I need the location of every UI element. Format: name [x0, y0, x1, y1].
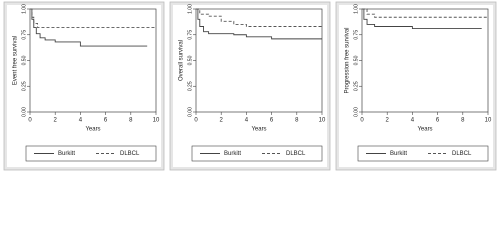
y-tick-label: 1.00: [187, 4, 193, 14]
y-tick-label: 0.75: [21, 30, 27, 40]
y-tick-label: 0.25: [21, 81, 27, 91]
y-tick-label: 0.75: [187, 30, 193, 40]
x-tick-label: 8: [295, 118, 299, 124]
x-tick-label: 8: [461, 118, 465, 124]
plot-area: [195, 8, 323, 113]
plot-area: [29, 8, 157, 113]
y-tick-label: 0.00: [21, 107, 27, 117]
legend-label: DLBCL: [286, 151, 306, 157]
x-axis-label: Years: [85, 127, 100, 133]
figure: 0.00 0.25 0.50 0.75 1.00 0 2 4 6 8 10 Years Event fr…: [3, 1, 497, 171]
y-tick-label: 1.00: [21, 4, 27, 14]
x-tick-label: 0: [28, 118, 32, 124]
x-tick-label: 10: [153, 118, 160, 124]
y-tick-label: 0.50: [187, 55, 193, 65]
x-tick-label: 2: [220, 118, 224, 124]
x-tick-label: 10: [485, 118, 492, 124]
legend-label: Burkitt: [58, 151, 75, 157]
survival-curve: [30, 8, 148, 47]
y-axis-label: Event free survival: [13, 36, 19, 85]
y-tick-label: 0.25: [353, 81, 359, 91]
x-tick-label: 4: [79, 118, 83, 124]
legend-label: Burkitt: [224, 151, 241, 157]
y-axis-label: Progression free survival: [345, 27, 351, 93]
y-tick-label: 1.00: [353, 4, 359, 14]
legend-label: DLBCL: [452, 151, 472, 157]
legend-label: DLBCL: [120, 151, 140, 157]
y-tick-label: 0.50: [21, 55, 27, 65]
y-tick-label: 0.00: [353, 107, 359, 117]
x-tick-label: 0: [360, 118, 364, 124]
x-tick-label: 4: [245, 118, 249, 124]
x-tick-label: 2: [386, 118, 390, 124]
plot-area: [361, 8, 489, 113]
x-tick-label: 0: [194, 118, 198, 124]
legend-label: Burkitt: [390, 151, 407, 157]
survival-curve: [362, 8, 482, 30]
survival-curve: [196, 8, 322, 27]
x-tick-label: 8: [129, 118, 133, 124]
y-tick-label: 0.75: [353, 30, 359, 40]
x-tick-label: 10: [319, 118, 326, 124]
x-tick-label: 6: [104, 118, 108, 124]
x-axis-label: Years: [251, 127, 266, 133]
y-tick-label: 0.50: [353, 55, 359, 65]
x-tick-label: 6: [270, 118, 274, 124]
y-axis-label: Overall survival: [179, 40, 185, 81]
survival-curve: [196, 8, 322, 40]
x-tick-label: 6: [436, 118, 440, 124]
legend: [191, 145, 323, 162]
y-tick-label: 0.25: [187, 81, 193, 91]
legend: [357, 145, 489, 162]
survival-curve: [30, 8, 156, 28]
legend: [25, 145, 157, 162]
x-tick-label: 4: [411, 118, 415, 124]
x-axis-label: Years: [417, 127, 432, 133]
y-tick-label: 0.00: [187, 107, 193, 117]
x-tick-label: 2: [54, 118, 58, 124]
